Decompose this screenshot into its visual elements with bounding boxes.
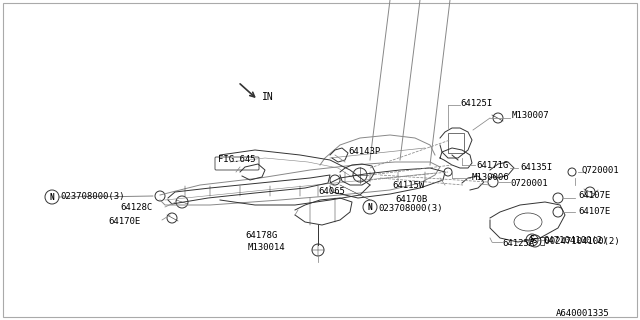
Text: N: N [368,203,372,212]
Text: S: S [533,238,537,244]
Text: 64170E: 64170E [108,218,140,227]
Text: S: S [530,236,534,244]
Text: FIG.645: FIG.645 [218,156,255,164]
Bar [448,133,464,153]
Text: N: N [50,193,54,202]
Text: 64171G: 64171G [476,161,508,170]
Text: M130014: M130014 [248,244,285,252]
Text: Ⓢ00247104100(2): Ⓢ00247104100(2) [540,236,621,245]
Text: IN: IN [262,92,274,102]
Text: 64125I: 64125I [460,100,492,108]
Text: M130007: M130007 [512,110,550,119]
Text: 64107E: 64107E [578,191,611,201]
Text: 64178G: 64178G [245,230,277,239]
Text: 64107E: 64107E [578,207,611,217]
Text: M130006: M130006 [472,173,509,182]
Text: 64125A: 64125A [502,238,534,247]
Text: 0720001: 0720001 [510,179,548,188]
Text: 64143P: 64143P [348,148,380,156]
Text: 64128C: 64128C [120,204,152,212]
Text: 64065: 64065 [318,188,345,196]
Text: A640001335: A640001335 [556,308,610,317]
Text: 023708000(3): 023708000(3) [60,193,125,202]
Text: 047104100(2): 047104100(2) [543,236,607,245]
Text: 64115W: 64115W [392,181,424,190]
Text: Q720001: Q720001 [582,165,620,174]
Text: 64170B: 64170B [395,196,428,204]
Text: 023708000(3): 023708000(3) [378,204,442,212]
Text: 64135I: 64135I [520,164,552,172]
